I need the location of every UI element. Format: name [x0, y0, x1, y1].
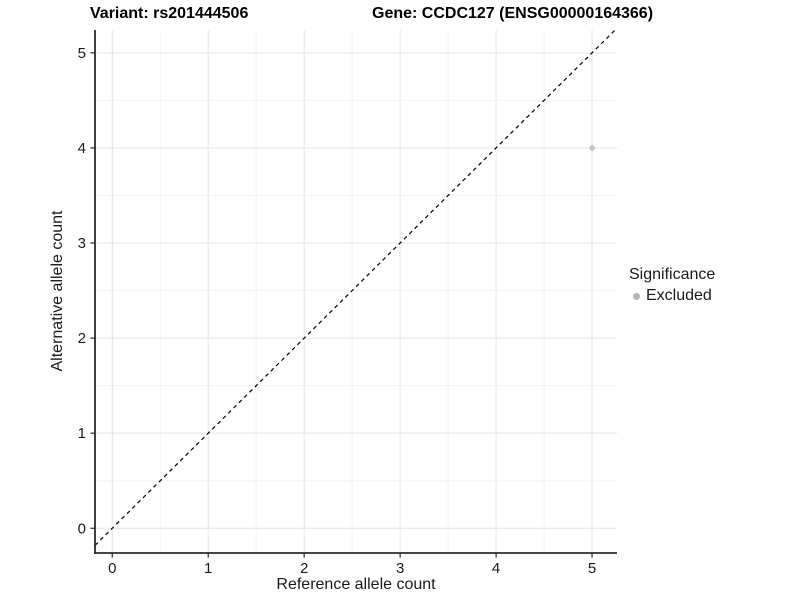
x-axis-title: Reference allele count: [276, 576, 436, 593]
x-tick-label: 2: [300, 560, 308, 577]
legend-point-icon: [633, 292, 640, 300]
plot-title-gene: Gene: CCDC127 (ENSG00000164366): [372, 5, 654, 22]
y-tick-label: 1: [78, 425, 86, 442]
x-tick-label: 1: [204, 560, 212, 577]
y-tick-label: 5: [78, 45, 86, 62]
legend-item-label: Excluded: [646, 287, 712, 304]
legend-item-excluded: Excluded: [629, 287, 715, 305]
x-tick-label: 5: [588, 560, 596, 577]
x-tick-label: 3: [396, 560, 404, 577]
x-tick-label: 4: [492, 560, 500, 577]
y-tick-label: 4: [78, 140, 86, 157]
y-tick-label: 3: [78, 235, 86, 252]
identity-reference-line: [94, 29, 616, 546]
y-tick-label: 0: [78, 520, 86, 537]
data-point: [589, 145, 595, 151]
x-tick-label: 0: [108, 560, 116, 577]
y-tick-label: 2: [78, 330, 86, 347]
legend-title: Significance: [629, 266, 716, 283]
plot-title-variant: Variant: rs201444506: [90, 5, 249, 22]
legend: Significance Excluded: [629, 266, 715, 305]
y-axis-title: Alternative allele count: [49, 210, 66, 372]
